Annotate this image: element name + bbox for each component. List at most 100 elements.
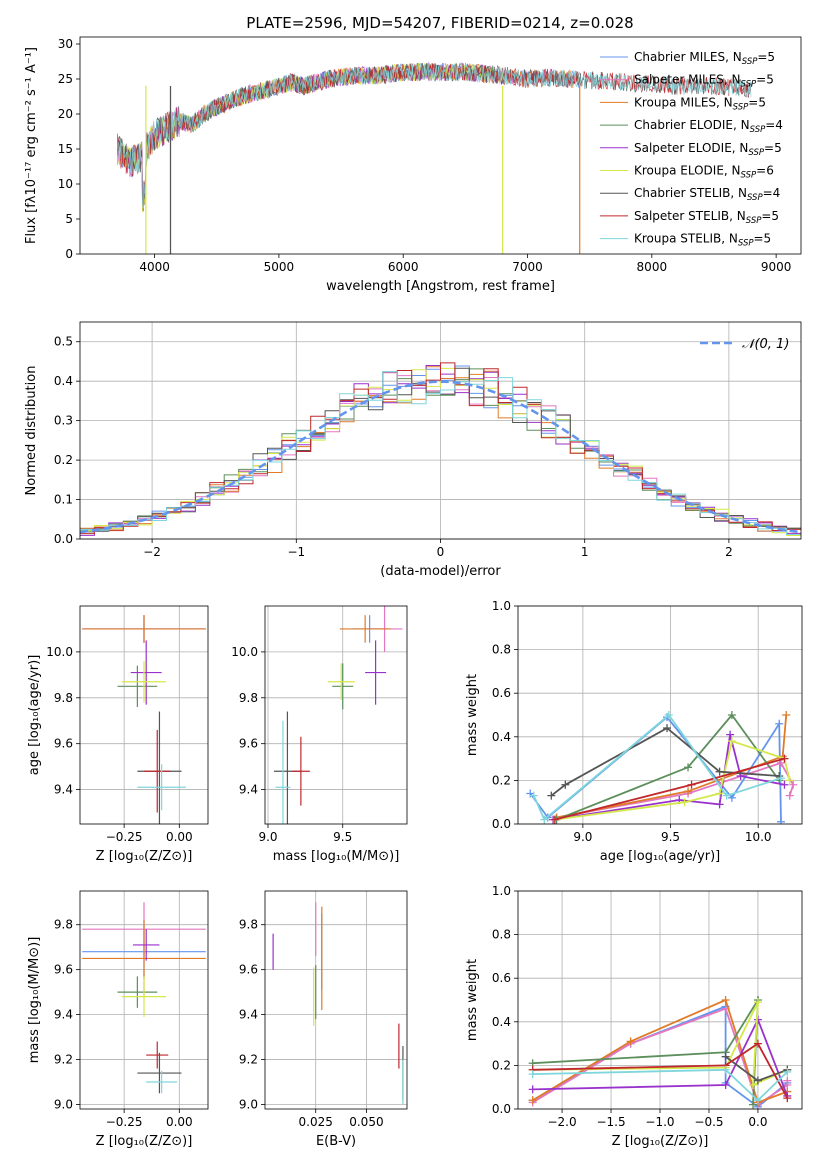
y-axis-label: Flux [fλ10⁻¹⁷ erg cm⁻² s⁻¹ A⁻¹] <box>24 47 39 244</box>
x-tick-label: 0.0 <box>748 1115 767 1129</box>
weight-marker <box>727 793 736 802</box>
y-tick-label: 9.4 <box>54 783 73 797</box>
x-tick-label: −1.5 <box>596 1115 625 1129</box>
y-tick-label: 0.2 <box>492 773 511 787</box>
weight-marker <box>663 724 672 733</box>
weight-marker <box>780 754 789 763</box>
weight-marker <box>785 791 794 800</box>
weight-marker <box>753 998 762 1007</box>
x-axis-label: mass [log₁₀(M/M⊙)] <box>273 849 400 864</box>
weight-marker <box>715 789 724 798</box>
y-axis-label: mass weight <box>465 959 480 1041</box>
weight-marker <box>528 1070 537 1079</box>
x-tick-label: 9.0 <box>573 830 592 844</box>
weight-vs-age-panel: 9.0 9.5 10.0 0.0 0.2 0.4 0.6 0.8 1.0 age [log₁₀(a… <box>465 599 803 864</box>
y-tick-label: 0.0 <box>492 1102 511 1116</box>
y-axis-label: Normed distribution <box>24 366 39 496</box>
x-tick-label: 9.0 <box>258 830 277 844</box>
weight-marker <box>753 1096 762 1105</box>
legend-entry: Kroupa MILES, NSSP=5 <box>634 95 766 112</box>
weight-vs-Z-marks <box>528 996 792 1109</box>
y-tick-label: 10.0 <box>231 645 258 659</box>
weight-line <box>532 1042 789 1099</box>
age-vs-mass-marks <box>273 606 403 824</box>
weight-vs-age-frame <box>517 605 803 825</box>
y-tick-label: 9.0 <box>54 1098 73 1112</box>
y-tick-label: 0.6 <box>492 971 511 985</box>
x-tick-label: 10.0 <box>745 830 772 844</box>
weight-line <box>532 1068 788 1102</box>
x-tick-label: 0.00 <box>166 1115 193 1129</box>
weight-marker <box>721 1052 730 1061</box>
weight-marker <box>664 711 673 719</box>
weight-marker <box>749 1081 758 1090</box>
x-tick-label: 0.050 <box>349 1115 383 1129</box>
mass-vs-Z-marks <box>82 902 206 1094</box>
weight-marker <box>550 815 559 824</box>
y-tick-label: 0.8 <box>492 643 511 657</box>
x-tick-label: 9000 <box>761 260 792 274</box>
x-tick-label: −2.0 <box>547 1115 576 1129</box>
mass-vs-ebv-frame <box>264 890 408 1110</box>
weight-marker <box>721 1065 730 1074</box>
spectrum-line <box>117 62 580 205</box>
mass-vs-Z-frame <box>79 890 209 1110</box>
figure-title: PLATE=2596, MJD=54207, FIBERID=0214, z=0… <box>246 14 633 32</box>
age-vs-Z-marks <box>82 615 206 824</box>
weight-marker <box>783 1094 792 1103</box>
y-tick-label: 9.4 <box>239 1008 258 1022</box>
y-tick-label: 0 <box>65 247 73 261</box>
y-tick-label: 9.6 <box>54 963 73 977</box>
y-tick-label: 1.0 <box>492 599 511 613</box>
weight-vs-Z-panel: −2.0 −1.5 −1.0 −0.5 0.0 0.0 0.2 0.4 0.6 0.8 1.0 Z [… <box>465 884 803 1149</box>
weight-marker <box>680 798 689 807</box>
y-tick-label: 1.0 <box>492 884 511 898</box>
x-tick-label: 6000 <box>388 260 419 274</box>
spectrum-frame <box>79 36 802 255</box>
y-tick-label: 9.2 <box>239 1053 258 1067</box>
weight-marker <box>626 1037 635 1046</box>
y-tick-label: 9.6 <box>239 963 258 977</box>
legend-entry: Salpeter ELODIE, NSSP=5 <box>634 141 782 158</box>
y-tick-label: 9.0 <box>239 1098 258 1112</box>
weight-marker <box>715 767 724 776</box>
spectrum-line <box>118 63 752 209</box>
y-tick-label: 0.4 <box>54 374 73 388</box>
residuals-legend: 𝒩(0, 1) <box>700 337 789 352</box>
x-axis-label: (data-model)/error <box>380 564 501 579</box>
x-axis-label: Z [log₁₀(Z/Z⊙)] <box>96 1134 193 1149</box>
y-tick-label: 9.2 <box>54 1053 73 1067</box>
x-tick-label: −1 <box>287 545 305 559</box>
legend-entry: Kroupa ELODIE, NSSP=6 <box>634 164 774 181</box>
weight-marker <box>687 780 696 789</box>
y-tick-label: 9.8 <box>239 691 258 705</box>
x-tick-label: 9.5 <box>661 830 680 844</box>
weight-vs-age-marks <box>526 711 798 824</box>
y-tick-label: 20 <box>58 107 73 121</box>
normal-reference-curve <box>80 380 801 534</box>
weight-marker <box>753 1015 762 1024</box>
weight-marker <box>783 1076 792 1085</box>
weight-marker <box>721 996 730 1004</box>
age-vs-mass-panel: 9.0 9.5 9.4 9.6 9.8 10.0 mass [log₁₀(M/M⊙)] <box>231 605 408 864</box>
y-tick-label: 0.0 <box>54 532 73 546</box>
legend-entry: Salpeter STELIB, NSSP=5 <box>634 209 779 226</box>
x-tick-label: 4000 <box>139 260 170 274</box>
x-axis-label: Z [log₁₀(Z/Z⊙)] <box>96 849 193 864</box>
y-tick-label: 9.4 <box>239 783 258 797</box>
weight-marker <box>785 776 794 785</box>
x-tick-label: −1.0 <box>645 1115 674 1129</box>
histogram-step <box>80 362 801 535</box>
weight-marker <box>528 1096 537 1105</box>
spectrum-marks <box>116 61 752 254</box>
y-axis-label: mass [log₁₀(M/M⊙)] <box>27 937 42 1064</box>
y-tick-label: 9.4 <box>54 1008 73 1022</box>
y-tick-label: 0.8 <box>492 928 511 942</box>
x-axis-label: wavelength [Angstrom, rest frame] <box>326 279 555 294</box>
weight-marker <box>684 787 693 796</box>
spectrum-legend: Chabrier MILES, NSSP=5 Salpeter MILES, NS… <box>600 50 783 249</box>
y-tick-label: 9.8 <box>54 918 73 932</box>
spectrum-panel: 4000 5000 6000 7000 8000 9000 0 5 10 15 20 25 30 wave… <box>24 36 802 294</box>
weight-marker <box>783 1067 792 1076</box>
